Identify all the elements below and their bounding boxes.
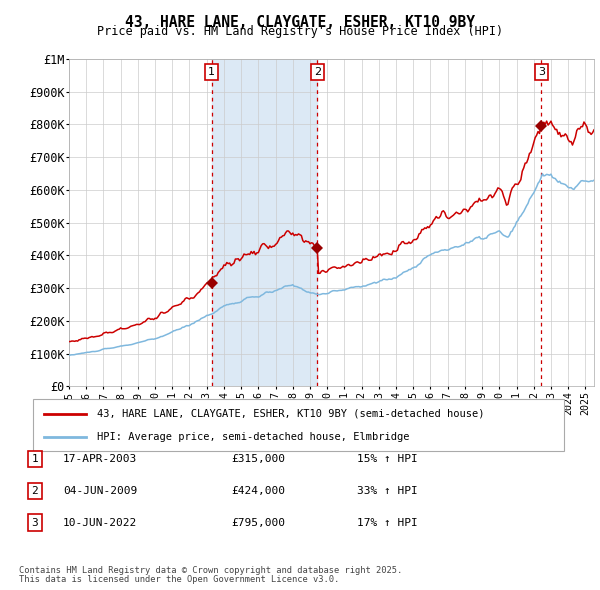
Text: HPI: Average price, semi-detached house, Elmbridge: HPI: Average price, semi-detached house,…: [97, 432, 409, 442]
Text: £424,000: £424,000: [231, 486, 285, 496]
Text: 17-APR-2003: 17-APR-2003: [63, 454, 137, 464]
Text: Price paid vs. HM Land Registry's House Price Index (HPI): Price paid vs. HM Land Registry's House …: [97, 25, 503, 38]
Text: 2: 2: [314, 67, 321, 77]
Text: 3: 3: [31, 518, 38, 527]
Bar: [212, 59, 317, 386]
Text: This data is licensed under the Open Government Licence v3.0.: This data is licensed under the Open Gov…: [19, 575, 340, 584]
Text: 15% ↑ HPI: 15% ↑ HPI: [357, 454, 418, 464]
Text: 1: 1: [31, 454, 38, 464]
Text: Contains HM Land Registry data © Crown copyright and database right 2025.: Contains HM Land Registry data © Crown c…: [19, 566, 403, 575]
Text: 1: 1: [208, 67, 215, 77]
Text: 10-JUN-2022: 10-JUN-2022: [63, 518, 137, 527]
Text: 33% ↑ HPI: 33% ↑ HPI: [357, 486, 418, 496]
Text: £795,000: £795,000: [231, 518, 285, 527]
Text: 3: 3: [538, 67, 545, 77]
Text: 43, HARE LANE, CLAYGATE, ESHER, KT10 9BY (semi-detached house): 43, HARE LANE, CLAYGATE, ESHER, KT10 9BY…: [97, 409, 484, 419]
Text: 2: 2: [31, 486, 38, 496]
Text: 43, HARE LANE, CLAYGATE, ESHER, KT10 9BY: 43, HARE LANE, CLAYGATE, ESHER, KT10 9BY: [125, 15, 475, 30]
Text: 17% ↑ HPI: 17% ↑ HPI: [357, 518, 418, 527]
Text: 04-JUN-2009: 04-JUN-2009: [63, 486, 137, 496]
FancyBboxPatch shape: [33, 399, 564, 451]
Text: £315,000: £315,000: [231, 454, 285, 464]
